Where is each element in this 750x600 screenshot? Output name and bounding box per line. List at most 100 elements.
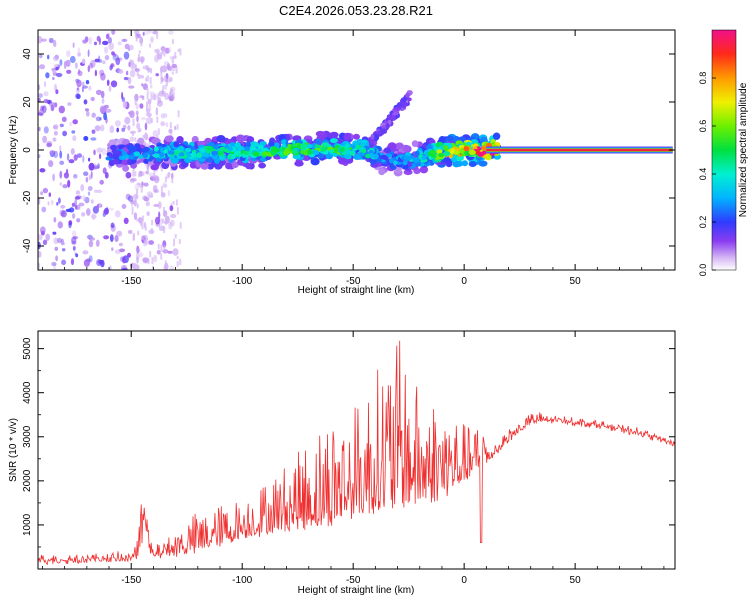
heatmap-cell [169, 88, 174, 96]
heatmap-cell [97, 163, 100, 169]
heatmap-cell [156, 107, 158, 115]
heatmap-cell [173, 238, 175, 247]
heatmap-cell [45, 233, 50, 241]
heatmap-cell [157, 128, 160, 135]
y-tick-label: 4000 [22, 381, 33, 404]
heatmap-cell [111, 158, 120, 165]
heatmap-cell [153, 254, 158, 263]
heatmap-cell [77, 47, 81, 55]
heatmap-cell [140, 117, 147, 121]
heatmap-cell [167, 150, 175, 155]
heatmap-cell [38, 93, 43, 98]
heatmap-cell [168, 76, 173, 83]
heatmap-cell [163, 265, 168, 270]
heatmap-cell [179, 48, 182, 56]
heatmap-cell [154, 49, 157, 53]
heatmap-cell [107, 33, 110, 38]
heatmap-cell [492, 132, 501, 140]
heatmap-cell [75, 190, 81, 195]
heatmap-cell [157, 243, 160, 250]
heatmap-cell [52, 76, 55, 81]
heatmap-cell [138, 154, 144, 160]
heatmap-cell [329, 131, 339, 138]
heatmap-cell [67, 102, 72, 106]
heatmap-cell [236, 134, 245, 143]
heatmap-cell [468, 149, 476, 156]
heatmap-cell [42, 187, 49, 194]
heatmap-cell [134, 137, 137, 142]
heatmap-cell [137, 74, 140, 79]
heatmap-cell [67, 179, 71, 188]
heatmap-cell [214, 157, 220, 164]
heatmap-cell [121, 38, 128, 43]
heatmap-cell [76, 153, 83, 159]
heatmap-cell [132, 170, 135, 177]
heatmap-cell [129, 136, 135, 143]
heatmap-cell [38, 36, 43, 44]
heatmap-cell [72, 245, 76, 252]
y-tick-label: 5000 [22, 337, 33, 360]
heatmap-cell [463, 146, 470, 152]
heatmap-cell [108, 42, 114, 51]
heatmap-cell [144, 226, 147, 231]
heatmap-cell [84, 196, 90, 204]
heatmap-cell [178, 152, 185, 157]
heatmap-cell [125, 171, 132, 179]
heatmap-cell [165, 122, 169, 127]
heatmap-cell [92, 205, 99, 214]
y-tick-label: 2000 [22, 469, 33, 492]
heatmap-cell [227, 153, 233, 160]
heatmap-cell [461, 160, 468, 167]
colorbar-tick-label: 0.4 [698, 168, 708, 181]
heatmap-cell [176, 124, 179, 130]
heatmap-cell [352, 133, 360, 140]
heatmap-cell [129, 178, 135, 183]
spectrogram-panel: -150 -100 -50 0 50 -40 -20 0 20 40 Height of stra… [8, 29, 676, 296]
heatmap-cell [109, 65, 113, 71]
heatmap-cell [387, 142, 397, 150]
heatmap-cell [160, 244, 163, 252]
heatmap-cell [102, 167, 107, 174]
heatmap-cell [102, 40, 109, 46]
heatmap-cell [168, 221, 173, 230]
heatmap-cell [481, 145, 488, 151]
heatmap-cell [149, 77, 152, 84]
heatmap-cell [171, 39, 174, 44]
heatmap-cell [429, 149, 437, 155]
heatmap-cell [39, 64, 46, 70]
heatmap-cell [72, 213, 76, 219]
heatmap-cell [59, 182, 62, 186]
heatmap-cell [280, 139, 287, 145]
heatmap-cell [145, 105, 148, 112]
colorbar: 0.0 0.2 0.4 0.6 0.8 Normalized spectral ampl… [698, 29, 749, 276]
heatmap-cell [144, 65, 149, 71]
heatmap-cell [140, 185, 143, 193]
heatmap-cell [91, 214, 97, 220]
heatmap-cell [52, 231, 57, 235]
heatmap-cell [38, 262, 41, 269]
heatmap-cell [464, 150, 470, 156]
heatmap-cell [393, 160, 398, 165]
heatmap-cell [402, 144, 410, 152]
heatmap-cell [60, 238, 65, 246]
heatmap-cell [40, 191, 44, 196]
heatmap-cell [174, 51, 177, 59]
heatmap-cell [99, 179, 104, 185]
heatmap-cell [146, 108, 149, 116]
heatmap-cell [444, 157, 452, 164]
heatmap-cell [164, 260, 167, 266]
heatmap-cell [99, 69, 105, 77]
heatmap-cell [131, 59, 134, 64]
heatmap-cell [135, 110, 139, 116]
heatmap-cell [142, 152, 149, 159]
heatmap-cell [98, 259, 104, 265]
x-tick-label: -100 [232, 575, 252, 586]
heatmap-cell [130, 63, 137, 70]
heatmap-cell [114, 210, 121, 218]
heatmap-cell [206, 157, 214, 163]
heatmap-cell [329, 149, 335, 154]
heatmap-cell [105, 33, 109, 40]
heatmap-cell [111, 30, 116, 35]
heatmap-cell [146, 75, 149, 82]
